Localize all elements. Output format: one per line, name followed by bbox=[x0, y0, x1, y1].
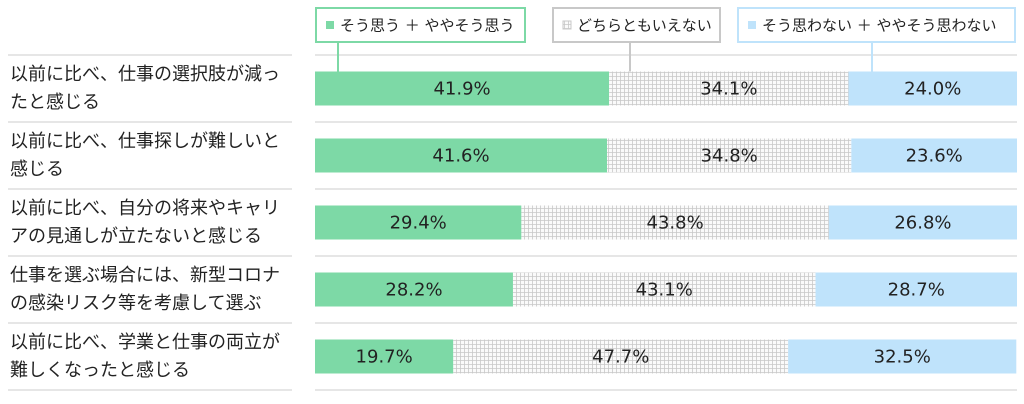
bar-segment bbox=[453, 339, 789, 374]
bar-segment bbox=[788, 339, 1017, 374]
bar-segment bbox=[315, 138, 608, 173]
value-label: 24.0% bbox=[904, 79, 961, 100]
category-label: 以前に比べ、仕事の選択肢が減ったと感じる bbox=[10, 64, 280, 113]
legend-box bbox=[315, 7, 526, 43]
value-label: 34.8% bbox=[701, 146, 758, 167]
bar-segment bbox=[607, 138, 852, 173]
value-label: 34.1% bbox=[700, 79, 757, 100]
legend-box bbox=[552, 7, 721, 43]
category-label: 以前に比べ、仕事探しが難しいと感じる bbox=[10, 131, 280, 180]
bar-segment bbox=[315, 205, 522, 240]
bar-segment bbox=[851, 138, 1017, 173]
bar-segment bbox=[315, 272, 513, 307]
value-label: 41.6% bbox=[432, 146, 489, 167]
legend-label: そう思わない ＋ ややそう思わない bbox=[762, 17, 997, 35]
value-label: 23.6% bbox=[906, 146, 963, 167]
value-label: 32.5% bbox=[874, 347, 931, 368]
value-label: 28.7% bbox=[888, 280, 945, 301]
value-label: 43.1% bbox=[636, 280, 693, 301]
legend-swatch bbox=[748, 21, 756, 29]
legend-box bbox=[737, 7, 1016, 43]
bar-segment bbox=[315, 339, 454, 374]
value-label: 28.2% bbox=[385, 280, 442, 301]
value-label: 26.8% bbox=[894, 213, 951, 234]
bar-segment bbox=[512, 272, 816, 307]
value-label: 29.4% bbox=[390, 213, 447, 234]
legend-label: そう思う ＋ ややそう思う bbox=[340, 17, 515, 35]
value-label: 43.8% bbox=[647, 213, 704, 234]
value-label: 19.7% bbox=[356, 347, 413, 368]
category-label: 以前に比べ、自分の将来やキャリアの見通しが立たないと感じる bbox=[10, 198, 280, 247]
bar-segment bbox=[521, 205, 829, 240]
legend-label: どちらともいえない bbox=[577, 17, 712, 35]
bar-segment bbox=[315, 71, 610, 106]
value-label: 41.9% bbox=[433, 79, 490, 100]
category-label: 仕事を選ぶ場合には、新型コロナの感染リスク等を考慮して選ぶ bbox=[10, 265, 280, 314]
bar-segment bbox=[848, 71, 1017, 106]
bar-segment bbox=[815, 272, 1017, 307]
category-label: 以前に比べ、学業と仕事の両立が難しくなったと感じる bbox=[10, 332, 280, 381]
bar-segment bbox=[828, 205, 1017, 240]
legend-swatch bbox=[326, 21, 334, 29]
value-label: 47.7% bbox=[592, 347, 649, 368]
bar-segment bbox=[609, 71, 849, 106]
legend-swatch bbox=[562, 20, 572, 30]
